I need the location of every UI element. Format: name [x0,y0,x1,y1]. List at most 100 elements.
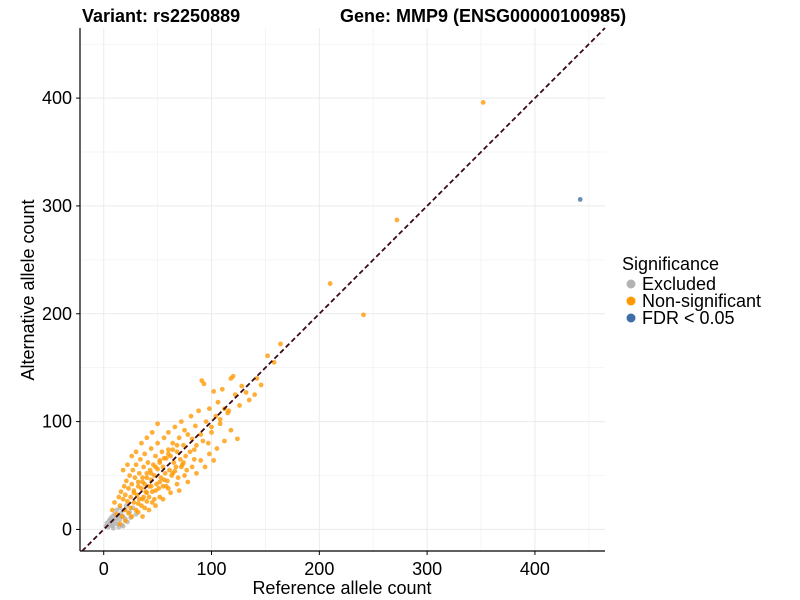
axes [79,28,605,552]
data-point [185,432,191,437]
series-non-significant [109,100,486,527]
data-point [149,500,155,505]
data-point [205,440,211,446]
data-point [137,456,143,462]
data-point [174,449,180,455]
data-point [163,483,169,489]
data-point [175,475,181,481]
data-point [136,470,142,476]
grid [80,28,605,551]
data-point [160,496,166,502]
data-point [168,490,173,496]
data-point [258,382,264,388]
data-point [148,446,154,451]
data-point [394,217,400,223]
data-point [184,467,190,473]
data-point [189,464,195,470]
data-point [111,525,116,531]
x-tick-label: 100 [196,559,226,579]
data-point [149,429,155,435]
data-point [153,488,158,494]
data-point [271,359,277,365]
data-point [142,451,148,457]
data-point [131,500,137,505]
data-point [178,464,184,470]
data-point [171,460,177,465]
x-tick-label: 400 [520,559,550,579]
data-point [254,376,260,381]
data-point [176,488,182,494]
data-point [234,436,240,442]
data-point [161,477,167,483]
x-tick-label: 200 [304,559,334,579]
x-axis-label: Reference allele count [252,578,431,598]
data-point [144,475,150,481]
data-point [144,498,150,504]
data-point [146,494,152,500]
data-point [194,470,199,476]
data-point [161,435,167,441]
data-point [246,397,252,403]
data-point [196,408,201,414]
data-point [172,424,178,430]
data-point [117,521,123,527]
data-point [157,460,163,465]
y-tick-label: 100 [42,412,72,432]
data-point [209,424,214,430]
chart-title-gene: Gene: MMP9 (ENSG00000100985) [340,6,626,26]
data-point [239,383,245,389]
data-point [159,449,165,455]
data-point [217,417,223,422]
legend-swatch-fdr [626,313,636,323]
data-point [142,505,148,511]
data-point [201,381,207,387]
data-point [173,464,179,470]
data-point [122,518,128,524]
data-point [122,492,128,498]
data-point [178,419,184,424]
data-point [228,427,234,433]
identity-reference-line [81,27,606,552]
data-point [116,494,122,500]
chart-title-variant: Variant: rs2250889 [82,6,240,26]
data-point [128,505,134,511]
y-axis-label: Alternative allele count [18,199,38,380]
data-point [174,442,180,448]
data-point [219,386,225,392]
data-point [153,464,158,470]
data-point [183,453,189,459]
data-point [187,449,193,455]
series-fdr-0-05 [577,197,583,202]
data-point [191,456,197,462]
data-point [145,460,151,465]
legend-swatch-non-significant [626,296,636,306]
data-point [117,503,123,509]
x-tick-label: 0 [99,559,109,579]
data-point [194,442,199,448]
data-point [125,462,130,468]
data-point [148,470,154,476]
data-point [200,438,206,444]
data-point [129,453,135,459]
data-point [140,496,145,502]
data-point [226,408,232,414]
data-point [153,453,158,459]
ticks: 0 100 200 300 400 0 100 200 300 400 [42,88,550,579]
data-point [162,470,168,476]
data-point [135,483,141,489]
data-point [252,392,258,398]
data-point [188,413,194,419]
data-point [132,475,138,481]
data-point [170,440,176,446]
data-point [181,460,186,465]
data-point [327,281,333,286]
data-point [144,435,150,441]
data-point [119,514,125,519]
data-point [135,509,141,515]
data-point [174,481,180,487]
data-point [278,341,283,347]
y-tick-label: 300 [42,196,72,216]
data-point [192,423,198,429]
data-point [127,473,132,478]
